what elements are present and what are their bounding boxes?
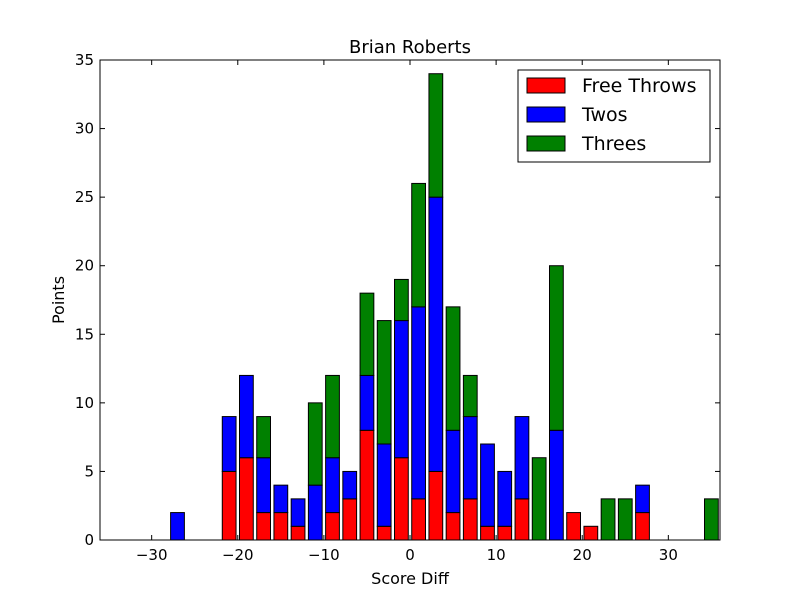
legend: Free Throws Twos Threes [517, 69, 711, 163]
bar-free-throws [566, 512, 582, 541]
bar-twos [359, 374, 375, 431]
bar-threes [394, 278, 409, 322]
y-axis-title: Points [49, 276, 68, 324]
y-tick-label: 35 [75, 51, 94, 69]
bar-free-throws [325, 512, 340, 541]
bar-twos [376, 443, 392, 527]
bar-free-throws [514, 498, 530, 541]
bar-twos [394, 320, 409, 459]
bar-threes [325, 374, 340, 459]
bar-twos [325, 457, 340, 514]
bar-twos [290, 498, 306, 527]
bar-threes [462, 374, 478, 418]
bar-threes [617, 498, 633, 541]
bar-threes [359, 292, 375, 376]
y-tick-label: 10 [75, 394, 94, 412]
legend-label: Twos [581, 104, 628, 126]
y-tick-label: 25 [75, 188, 94, 206]
bar-threes [376, 320, 392, 445]
x-tick-label: −20 [222, 546, 254, 564]
x-tick-label: 30 [659, 546, 678, 564]
bar-free-throws [290, 525, 306, 541]
bar-threes [531, 457, 547, 541]
bar-twos [549, 429, 564, 541]
bar-threes [411, 182, 427, 308]
bar-twos [428, 196, 444, 472]
bar-free-throws [583, 525, 599, 541]
bars-group [170, 73, 719, 541]
bar-twos [514, 416, 530, 500]
bar-free-throws [445, 512, 461, 541]
bar-free-throws [635, 512, 650, 541]
legend-swatch [526, 135, 566, 152]
bar-free-throws [221, 470, 237, 541]
bar-free-throws [256, 512, 272, 541]
ticks-group: −30 −20 −10 0 10 20 30 0 5 10 15 20 25 30 35 [75, 51, 720, 564]
bar-free-throws [394, 457, 409, 541]
bar-twos [170, 512, 185, 541]
legend-label: Free Throws [582, 75, 696, 97]
plot-frame [99, 59, 721, 541]
bar-twos [239, 374, 254, 459]
bar-twos [445, 429, 461, 514]
bar-threes [600, 498, 616, 541]
bar-free-throws [273, 512, 289, 541]
x-tick-label: −30 [136, 546, 168, 564]
bar-free-throws [342, 498, 358, 541]
bar-twos [635, 484, 650, 514]
bar-twos [497, 470, 513, 527]
chart-title: Brian Roberts [349, 37, 471, 58]
bar-twos [342, 470, 358, 500]
bar-threes [549, 265, 564, 431]
bar-free-throws [411, 498, 427, 541]
x-tick-label: −10 [308, 546, 340, 564]
bar-twos [462, 416, 478, 500]
bar-free-throws [359, 429, 375, 541]
y-tick-label: 0 [84, 531, 94, 549]
bar-free-throws [462, 498, 478, 541]
legend-label: Threes [581, 133, 646, 155]
y-tick-label: 5 [84, 462, 94, 480]
y-tick-label: 15 [75, 325, 94, 343]
bar-threes [256, 416, 272, 459]
y-tick-label: 20 [75, 257, 94, 275]
x-tick-label: 20 [573, 546, 592, 564]
legend-swatch [526, 106, 566, 123]
bar-free-throws [428, 470, 444, 541]
bar-free-throws [480, 525, 495, 541]
bar-threes [307, 402, 323, 486]
bar-free-throws [376, 525, 392, 541]
bar-twos [411, 306, 427, 500]
x-tick-label: 10 [487, 546, 506, 564]
x-axis-title: Score Diff [371, 569, 450, 588]
bar-threes [428, 73, 444, 198]
y-tick-label: 30 [75, 120, 94, 138]
bar-twos [256, 457, 272, 514]
bar-twos [480, 443, 495, 527]
bar-twos [221, 416, 237, 472]
bar-twos [273, 484, 289, 514]
legend-swatch [526, 77, 566, 94]
bar-threes [704, 498, 719, 541]
bar-free-throws [239, 457, 254, 541]
bar-threes [445, 306, 461, 431]
bar-twos [307, 484, 323, 541]
bar-free-throws [497, 525, 513, 541]
x-tick-label: 0 [405, 546, 415, 564]
